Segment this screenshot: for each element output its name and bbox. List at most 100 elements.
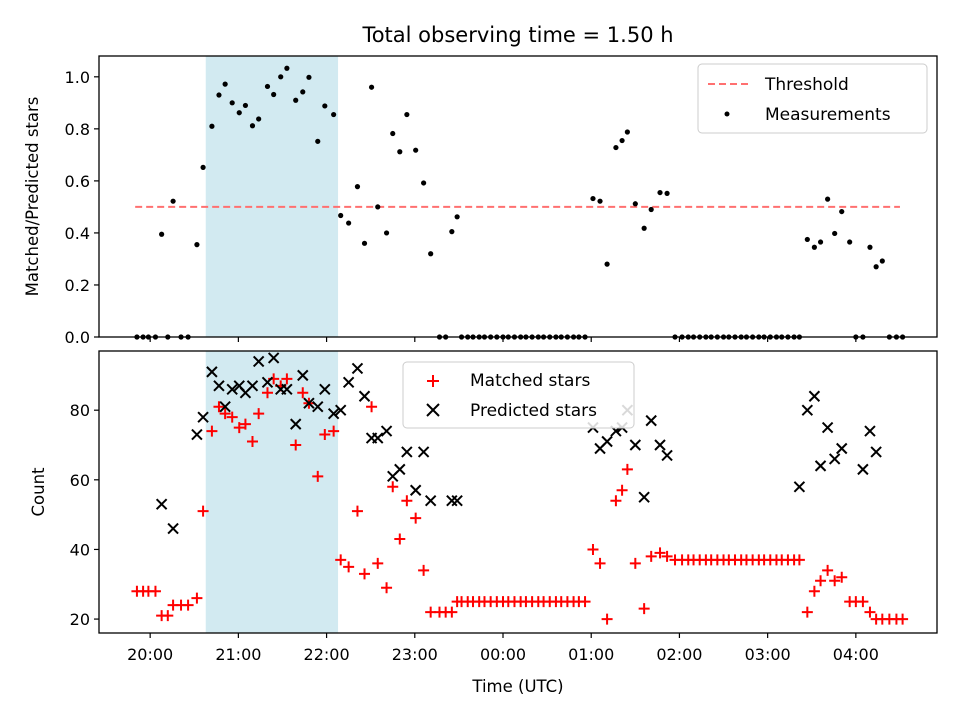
measurement-point: [315, 138, 321, 144]
matched-star-point: [801, 606, 813, 618]
figure-title: Total observing time = 1.50 h: [361, 23, 673, 47]
predicted-star-point: [297, 369, 309, 382]
x-tick-label: 21:00: [215, 645, 261, 664]
matched-star-point: [616, 484, 628, 496]
top-panel: 0.0 0.2 0.4 0.6 0.8 1.0 Matched/Predicted sta…: [23, 55, 938, 347]
top-y-tick-label: 1.0: [65, 68, 90, 87]
matched-star-point: [182, 599, 194, 611]
measurement-point: [390, 130, 396, 137]
measurement-point: [271, 91, 277, 98]
predicted-star-point: [312, 400, 324, 413]
measurement-point: [375, 204, 381, 210]
top-y-ticks: 0.0 0.2 0.4 0.6 0.8 1.0: [65, 68, 99, 347]
measurement-point: [397, 149, 403, 155]
bottom-y-axis-label: Count: [29, 467, 48, 517]
measurement-point: [664, 190, 670, 196]
measurement-point: [847, 239, 853, 245]
predicted-star-point: [446, 494, 458, 507]
matched-star-point: [233, 422, 245, 434]
measurement-point: [361, 240, 368, 246]
predicted-star-point: [319, 383, 331, 396]
matched-star-point: [654, 547, 666, 559]
measurement-point: [242, 102, 249, 109]
predicted-star-point: [821, 421, 834, 434]
x-tick-label: 01:00: [568, 645, 614, 664]
matched-star-point: [815, 575, 827, 587]
matched-star-point: [418, 564, 430, 576]
predicted-star-point: [334, 404, 347, 416]
matched-star-point: [857, 596, 869, 608]
matched-star-point: [645, 550, 657, 562]
legend-predicted-label: Predicted stars: [470, 401, 597, 421]
predicted-star-point: [351, 362, 364, 375]
measurement-point: [194, 242, 200, 248]
measurement-point: [624, 129, 630, 135]
predicted-star-point: [206, 366, 218, 378]
measurement-point: [300, 89, 306, 95]
predicted-star-point: [828, 453, 841, 465]
legend-measurements-swatch: [724, 111, 730, 117]
matched-star-point: [587, 543, 599, 555]
measurement-point: [404, 111, 410, 118]
bottom-axes-frame: [98, 350, 938, 634]
matched-star-point: [366, 401, 378, 413]
predicted-star-point: [638, 491, 650, 503]
predicted-star-point: [870, 446, 882, 458]
measurement-point: [413, 147, 419, 153]
predicted-star-point: [629, 439, 642, 451]
measurement-point: [590, 195, 596, 202]
matched-star-point: [351, 505, 363, 517]
measurement-point: [331, 111, 337, 118]
measurement-point: [648, 206, 654, 213]
matched-star-point: [197, 505, 209, 517]
measurement-point: [449, 229, 455, 235]
measurement-point: [346, 220, 352, 226]
predicted-star-point: [451, 494, 463, 507]
predicted-star-point: [281, 383, 293, 396]
matched-star-point: [297, 387, 309, 399]
predicted-star-point: [252, 355, 265, 368]
bottom-y-tick-label: 40: [70, 540, 90, 559]
matched-star-point: [219, 408, 231, 420]
measurement-point: [306, 74, 312, 80]
matched-star-point: [661, 550, 673, 562]
measurement-point: [867, 244, 873, 250]
measurement-point: [421, 180, 427, 186]
matched-star-point: [387, 481, 399, 493]
matched-star-point: [446, 606, 458, 618]
measurement-point: [619, 137, 625, 144]
predicted-star-point: [424, 494, 437, 507]
measurement-point: [454, 214, 460, 220]
predicted-star-point: [814, 460, 827, 472]
matched-star-point: [226, 411, 238, 423]
matched-star-point: [359, 568, 371, 580]
measurement-point: [657, 189, 663, 196]
matched-star-point: [372, 557, 384, 569]
matched-star-point: [394, 533, 406, 545]
measurement-point: [817, 239, 824, 245]
matched-star-point: [239, 418, 251, 430]
matched-star-point: [864, 606, 876, 618]
predicted-star-point: [155, 498, 168, 510]
predicted-star-point: [417, 446, 430, 458]
measurement-point: [632, 201, 638, 207]
measurement-point: [170, 198, 176, 204]
matched-star-point: [290, 439, 302, 451]
measurement-point: [256, 116, 262, 122]
measurement-point: [284, 65, 290, 71]
measurement-point: [338, 212, 344, 219]
predicted-star-point: [226, 383, 238, 396]
matched-star-point: [401, 495, 413, 507]
predicted-star-point: [327, 407, 340, 420]
measurement-point: [383, 230, 390, 236]
measurement-point: [249, 123, 256, 129]
predicted-star-point: [401, 446, 413, 458]
matched-star-point: [312, 470, 324, 482]
predicted-star-point: [303, 397, 315, 409]
x-tick-label: 20:00: [127, 645, 173, 664]
legend-matched-swatch: [427, 375, 439, 387]
predicted-star-point: [394, 463, 406, 476]
x-tick-label: 03:00: [745, 645, 791, 664]
measurement-point: [428, 251, 434, 257]
